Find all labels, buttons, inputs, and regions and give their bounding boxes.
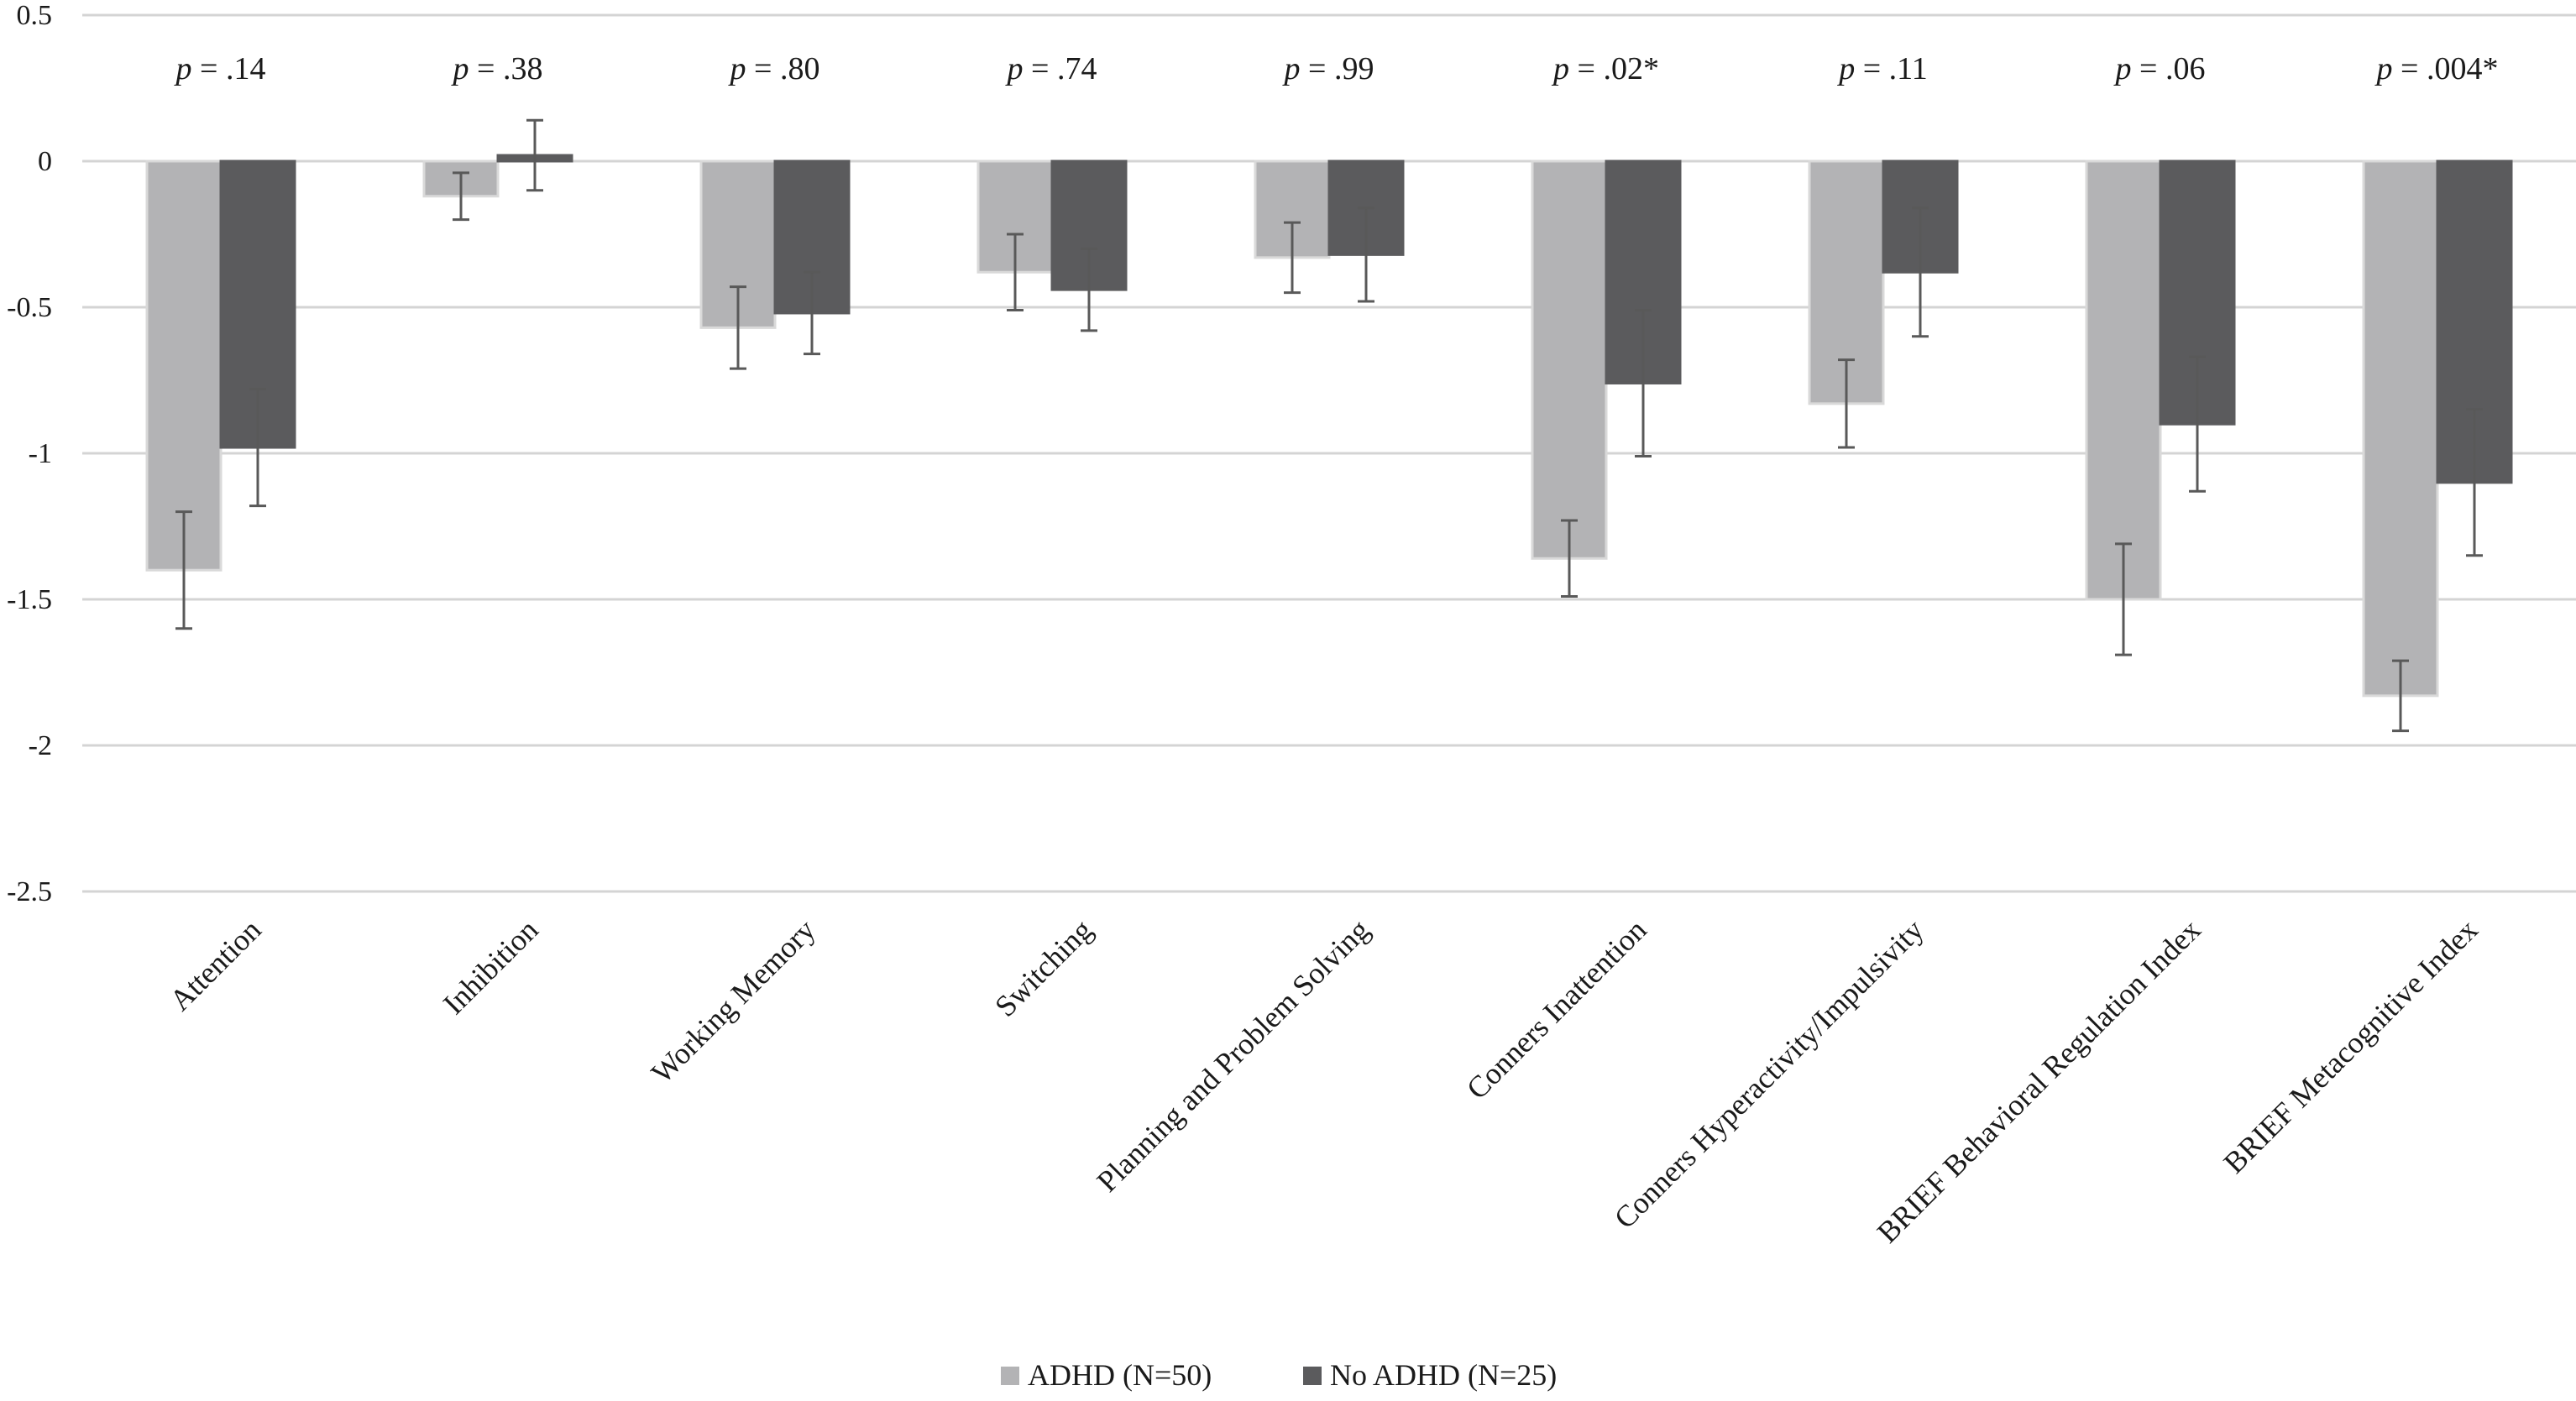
- p-value-label: p = .80: [728, 51, 820, 86]
- legend-swatch-no-adhd: [1303, 1367, 1322, 1385]
- p-value-text: = .74: [1024, 51, 1097, 86]
- p-value-label: p = .38: [451, 51, 543, 86]
- x-category-label: Conners Inattention: [1460, 912, 1653, 1106]
- y-tick-label: -1.5: [7, 584, 52, 615]
- p-value-text: = .02*: [1569, 51, 1659, 86]
- p-value-label: p = .74: [1005, 51, 1097, 86]
- bars: [145, 154, 2513, 698]
- p-value-prefix: p: [1005, 51, 1024, 86]
- p-value-text: = .11: [1855, 51, 1928, 86]
- x-category-label: Working Memory: [645, 912, 822, 1090]
- y-axis: 0.5 0 -0.5 -1 -1.5 -2 -2.5: [7, 0, 52, 907]
- x-category-label: Switching: [988, 912, 1099, 1023]
- y-tick-label: -1: [29, 438, 52, 469]
- gridlines: [82, 13, 2576, 893]
- p-value-label: p = .02*: [1551, 51, 1659, 86]
- bar: [2362, 159, 2439, 698]
- p-value-prefix: p: [2113, 51, 2132, 86]
- y-tick-label: -0.5: [7, 292, 52, 323]
- y-tick-label: 0: [38, 146, 52, 177]
- p-value-prefix: p: [1282, 51, 1301, 86]
- y-tick-label: -2.5: [7, 876, 52, 907]
- x-category-label: BRIEF Behavioral Regulation Index: [1871, 912, 2207, 1249]
- p-value-text: = .14: [192, 51, 266, 86]
- p-value-prefix: p: [1551, 51, 1569, 86]
- p-value-text: = .80: [746, 51, 820, 86]
- p-value-text: = .06: [2132, 51, 2206, 86]
- bar: [145, 159, 223, 572]
- x-axis: Attention Inhibition Working Memory Switchi…: [163, 912, 2484, 1249]
- p-value-label: p = .14: [174, 51, 266, 86]
- bar: [1531, 159, 1608, 560]
- p-value-label: p = .99: [1282, 51, 1374, 86]
- legend: ADHD (N=50) No ADHD (N=25): [1001, 1358, 1557, 1392]
- y-tick-label: 0.5: [17, 0, 53, 31]
- p-value-label: p = .004*: [2374, 51, 2499, 86]
- p-value-label: p = .11: [1836, 51, 1928, 86]
- x-category-label: Planning and Problem Solving: [1091, 912, 1376, 1198]
- p-value-label: p = .06: [2113, 51, 2206, 86]
- p-value-prefix: p: [1836, 51, 1855, 86]
- p-value-text: = .38: [469, 51, 543, 86]
- x-category-label: Inhibition: [437, 912, 545, 1021]
- legend-swatch-adhd: [1001, 1367, 1019, 1385]
- p-value-labels: p = .14 p = .38 p = .80 p = .74 p = .99 p = .…: [174, 51, 2499, 86]
- p-value-prefix: p: [174, 51, 192, 86]
- error-bars: [175, 118, 2483, 733]
- bar: [2085, 159, 2162, 601]
- p-value-prefix: p: [2374, 51, 2393, 86]
- x-category-label: Conners Hyperactivity/Impulsivity: [1608, 912, 1930, 1235]
- legend-label-no-adhd: No ADHD (N=25): [1330, 1358, 1557, 1392]
- legend-label-adhd: ADHD (N=50): [1028, 1358, 1212, 1392]
- p-value-text: = .004*: [2393, 51, 2499, 86]
- x-category-label: Attention: [163, 912, 267, 1017]
- p-value-prefix: p: [728, 51, 746, 86]
- p-value-prefix: p: [451, 51, 469, 86]
- x-category-label: BRIEF Metacognitive Index: [2217, 912, 2484, 1179]
- y-tick-label: -2: [29, 730, 52, 761]
- p-value-text: = .99: [1301, 51, 1374, 86]
